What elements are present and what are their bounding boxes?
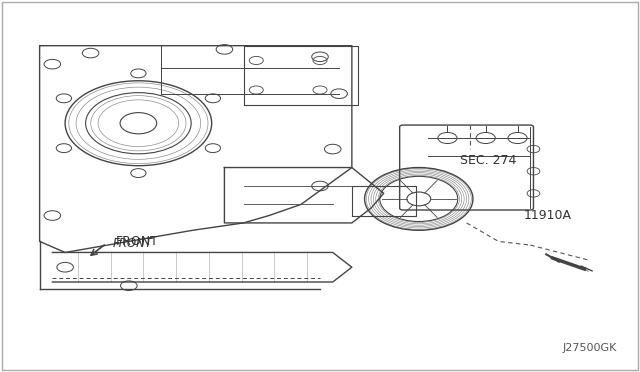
Text: FRONT: FRONT xyxy=(113,237,153,250)
Text: SEC. 274: SEC. 274 xyxy=(460,154,516,167)
Text: FRONT: FRONT xyxy=(116,235,159,248)
Text: 11910A: 11910A xyxy=(524,209,572,222)
Text: J27500GK: J27500GK xyxy=(562,343,616,353)
